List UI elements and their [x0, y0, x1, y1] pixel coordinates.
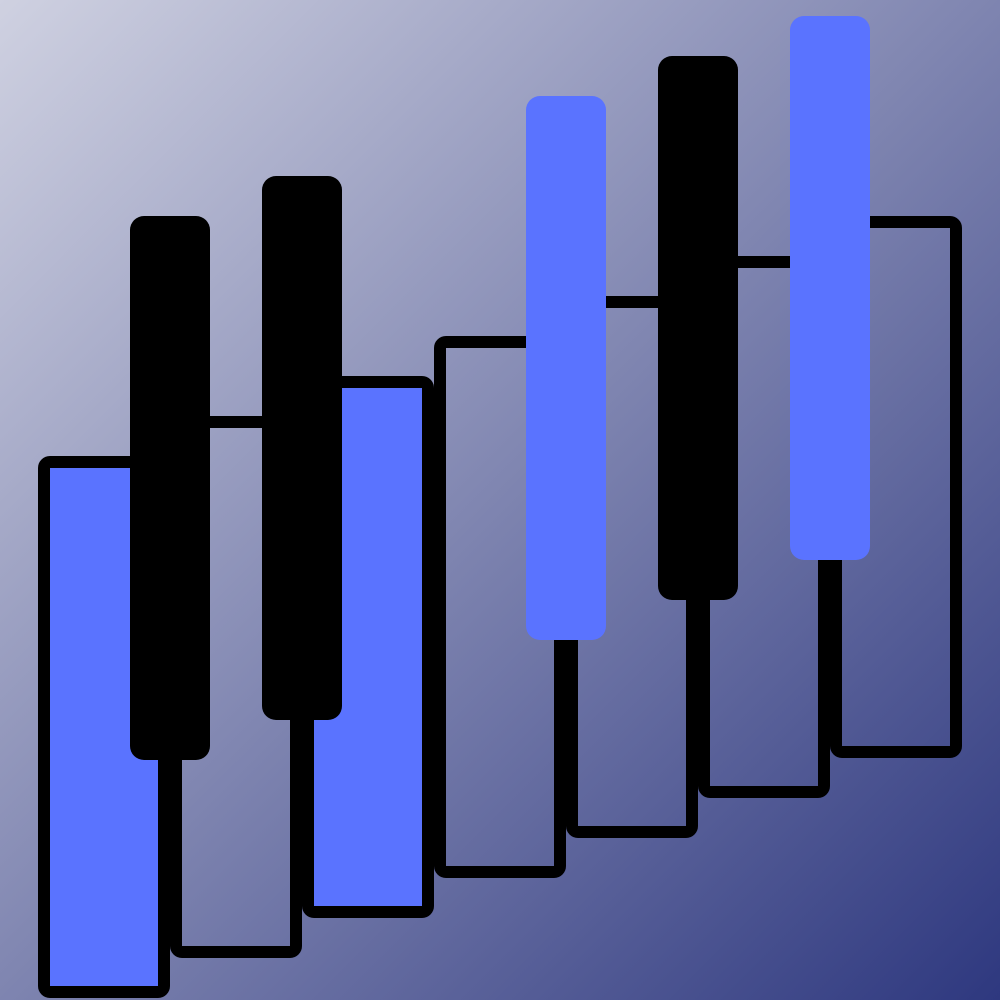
black-key-1 [130, 216, 210, 760]
black-keys-group [130, 16, 870, 760]
black-key-3 [526, 96, 606, 640]
black-key-5 [790, 16, 870, 560]
black-key-4 [658, 56, 738, 600]
black-key-2 [262, 176, 342, 720]
